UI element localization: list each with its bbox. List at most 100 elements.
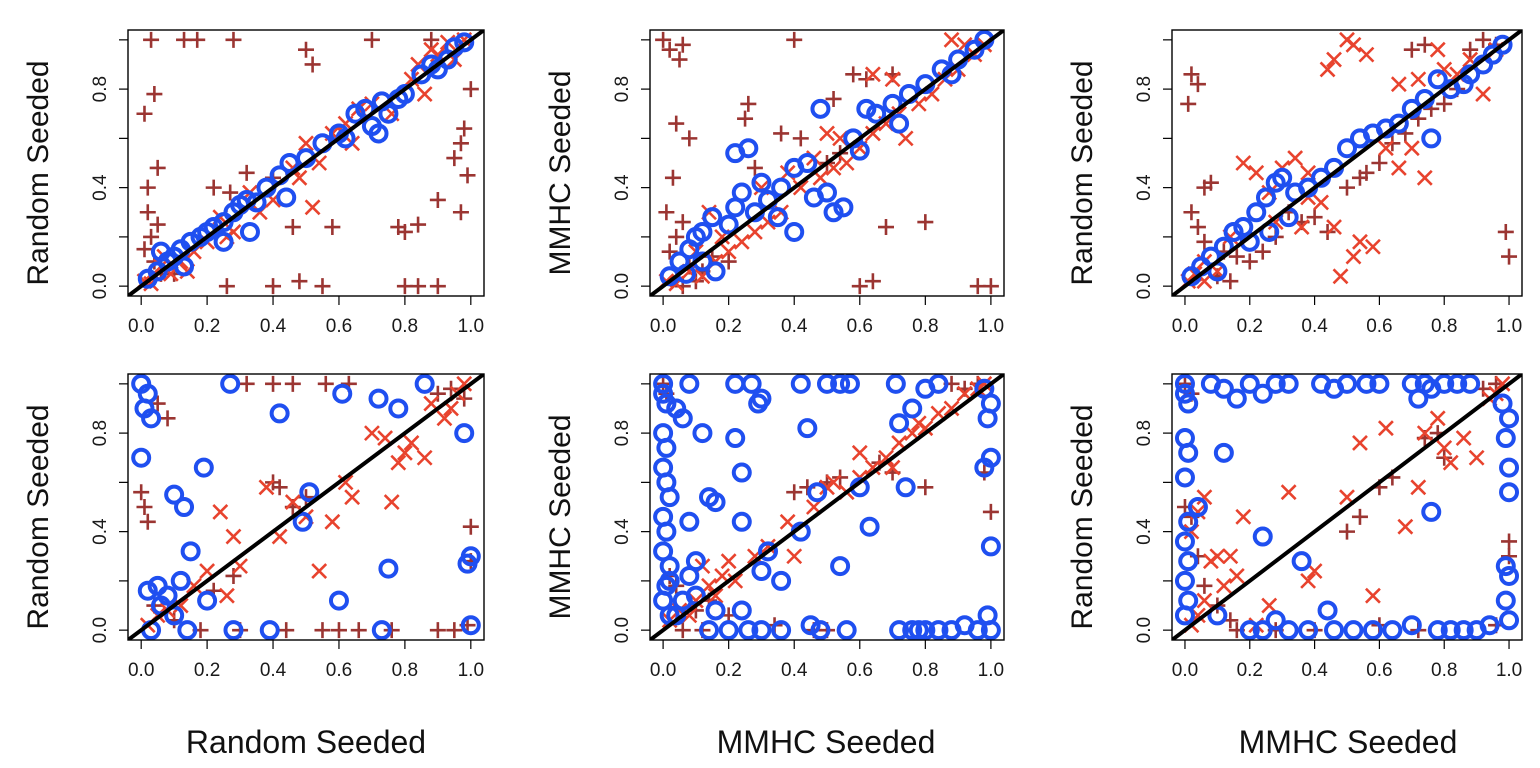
plot-frame xyxy=(649,29,1005,297)
point-plus xyxy=(1475,31,1492,48)
point-x xyxy=(864,459,881,476)
point-x xyxy=(1436,61,1453,78)
point-circle xyxy=(368,123,389,144)
point-circle xyxy=(915,620,936,640)
point-x xyxy=(884,71,901,88)
point-circle xyxy=(457,553,478,574)
point-circle xyxy=(656,521,677,542)
point-circle xyxy=(699,620,719,640)
point-circle xyxy=(856,98,877,119)
point-plus xyxy=(314,278,331,295)
point-x xyxy=(864,125,881,142)
y-tick-label: 0.4 xyxy=(90,518,111,545)
point-circle xyxy=(902,398,923,419)
point-circle xyxy=(378,558,399,579)
point-circle xyxy=(751,388,772,409)
point-plus xyxy=(674,214,691,231)
point-circle xyxy=(269,403,290,424)
identity-line xyxy=(1172,374,1522,640)
point-circle xyxy=(388,398,409,419)
x-tick-label: 1.0 xyxy=(458,316,484,337)
x-tick-label: 0.0 xyxy=(128,660,154,681)
point-circle xyxy=(180,541,201,562)
y-tick-label: 0.0 xyxy=(90,273,111,299)
point-plus xyxy=(1501,248,1518,265)
point-x xyxy=(1280,484,1297,501)
point-x xyxy=(1235,155,1252,171)
point-circle xyxy=(731,182,752,203)
point-plus xyxy=(225,31,242,48)
x-tick-label: 0.2 xyxy=(715,660,741,681)
point-plus xyxy=(737,110,754,127)
point-x xyxy=(878,449,894,466)
point-circle xyxy=(928,374,949,394)
point-x xyxy=(1345,248,1362,265)
point-x xyxy=(1352,435,1368,451)
point-plus xyxy=(225,567,242,584)
scatter-panel-4: Random Seeded 0.0 0.2 0.4 0.6 0.8 1.0 0.0 0.4 0.8 xyxy=(22,373,485,681)
point-circle xyxy=(659,570,680,591)
point-circle xyxy=(1226,388,1247,409)
x-tick-label: 0.4 xyxy=(260,316,287,337)
point-x xyxy=(1261,597,1278,614)
x-tick-label: 0.6 xyxy=(847,316,873,337)
point-circle xyxy=(1382,620,1403,640)
x-tick-label: 0.8 xyxy=(912,316,938,337)
point-plus xyxy=(1228,248,1245,265)
point-x xyxy=(1345,36,1362,53)
point-circle xyxy=(889,413,910,434)
point-x xyxy=(1410,479,1427,496)
point-x xyxy=(1313,194,1329,211)
point-circle xyxy=(725,428,746,449)
y-tick-label: 0.4 xyxy=(612,174,633,201)
point-circle xyxy=(368,388,389,409)
x-tick-label: 0.6 xyxy=(326,660,352,681)
x-tick-label: 0.2 xyxy=(1237,660,1263,681)
x-tick-label: 0.0 xyxy=(1172,316,1198,337)
point-circle xyxy=(784,221,805,242)
point-circle xyxy=(702,207,723,228)
x-tick-label: 0.2 xyxy=(715,316,741,337)
y-axis-label: Random Seeded xyxy=(1066,404,1099,629)
point-plus xyxy=(456,120,473,137)
point-x xyxy=(1416,169,1433,186)
point-plus xyxy=(1306,209,1323,226)
point-circle xyxy=(1337,374,1357,394)
point-circle xyxy=(1434,374,1455,394)
point-x xyxy=(976,375,993,392)
point-circle xyxy=(1187,497,1208,517)
point-x xyxy=(218,587,235,604)
x-tick-label: 0.8 xyxy=(392,316,418,337)
point-x xyxy=(1326,219,1342,235)
y-tick-label: 0.4 xyxy=(612,518,633,545)
point-plus xyxy=(429,278,446,295)
point-circle xyxy=(147,575,168,596)
point-plus xyxy=(1501,548,1518,565)
point-circle xyxy=(839,374,860,394)
point-x xyxy=(383,494,400,510)
point-circle xyxy=(1174,531,1195,552)
point-plus xyxy=(139,179,156,196)
point-circle xyxy=(213,212,234,233)
scatter-panel-5: MMHC Seeded 0.0 0.2 0.4 0.6 0.8 1.0 0.0 0.4 0.8 xyxy=(544,373,1005,681)
point-plus xyxy=(330,622,347,639)
y-tick-label: 0.8 xyxy=(90,420,111,446)
point-x xyxy=(1248,164,1265,181)
point-plus xyxy=(143,31,160,48)
identity-line xyxy=(650,30,1004,296)
point-plus xyxy=(143,228,160,245)
point-x xyxy=(1416,425,1433,442)
point-circle xyxy=(885,374,906,394)
point-circle xyxy=(246,192,267,213)
point-circle xyxy=(964,39,985,60)
point-plus xyxy=(159,410,176,427)
point-plus xyxy=(139,204,156,221)
point-x xyxy=(284,494,301,510)
point-plus xyxy=(139,513,156,530)
point-plus xyxy=(189,31,206,48)
x-tick-label: 0.2 xyxy=(194,660,220,681)
x-tick-label: 0.6 xyxy=(326,316,352,337)
point-circle xyxy=(836,620,857,640)
point-plus xyxy=(1497,223,1514,240)
point-x xyxy=(396,444,413,461)
